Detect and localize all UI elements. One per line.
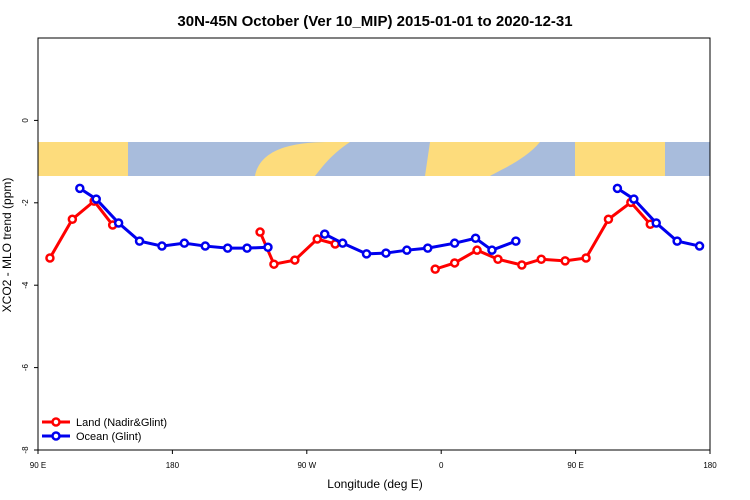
data-point [312,234,323,244]
data-point [222,243,233,253]
x-tick-label: 180 [703,461,717,470]
data-point [581,253,591,263]
data-point [472,245,482,255]
chart-title: 30N-45N October (Ver 10_MIP) 2015-01-01 … [177,13,572,30]
data-point [493,254,503,264]
data-point [449,238,460,248]
data-point [91,194,101,204]
data-point [179,238,190,248]
data-point [337,238,348,248]
map-band [38,142,710,176]
y-tick-label: -4 [21,281,30,289]
data-point [517,260,527,270]
data-point [361,249,372,259]
legend-marker [51,431,61,441]
data-point [319,229,330,239]
y-tick-label: 0 [21,118,30,123]
x-tick-label: 180 [166,461,180,470]
y-tick-label: -2 [21,199,30,207]
data-point [200,241,211,251]
data-point [263,242,273,253]
data-point [629,194,639,204]
plot-frame [37,37,711,451]
x-tick-label: 90 W [297,461,316,470]
data-point [536,254,547,264]
data-point [560,256,570,266]
legend-label: Ocean (Glint) [76,431,141,443]
data-point [603,214,614,225]
data-point [694,241,705,251]
x-tick-label: 0 [439,461,444,470]
data-point [672,236,682,246]
data-point [157,241,167,251]
data-point [290,255,300,265]
x-tick-label: 90 E [567,461,583,470]
data-point [487,245,497,255]
data-point [423,243,433,253]
y-axis-label: XCO2 - MLO trend (ppm) [0,178,14,313]
legend-label: Land (Nadir&Glint) [76,417,167,429]
y-tick-label: -8 [21,446,30,454]
data-point [75,183,85,194]
data-point [449,258,460,268]
y-tick-label: -6 [21,363,30,371]
data-point [511,236,521,246]
data-point [45,253,55,263]
data-point [134,236,145,246]
x-tick-label: 90 E [30,461,46,470]
data-point [67,214,78,225]
data-point [402,245,412,255]
data-point [470,233,481,243]
x-axis-label: Longitude (deg E) [327,477,422,491]
data-point [430,264,440,274]
data-point [242,243,252,253]
data-point [255,227,265,237]
data-point [381,248,391,258]
data-point [651,218,661,228]
data-point [113,218,124,228]
legend-marker [51,417,61,427]
series-line [48,199,652,271]
data-point [269,259,279,269]
data-point [612,183,623,194]
